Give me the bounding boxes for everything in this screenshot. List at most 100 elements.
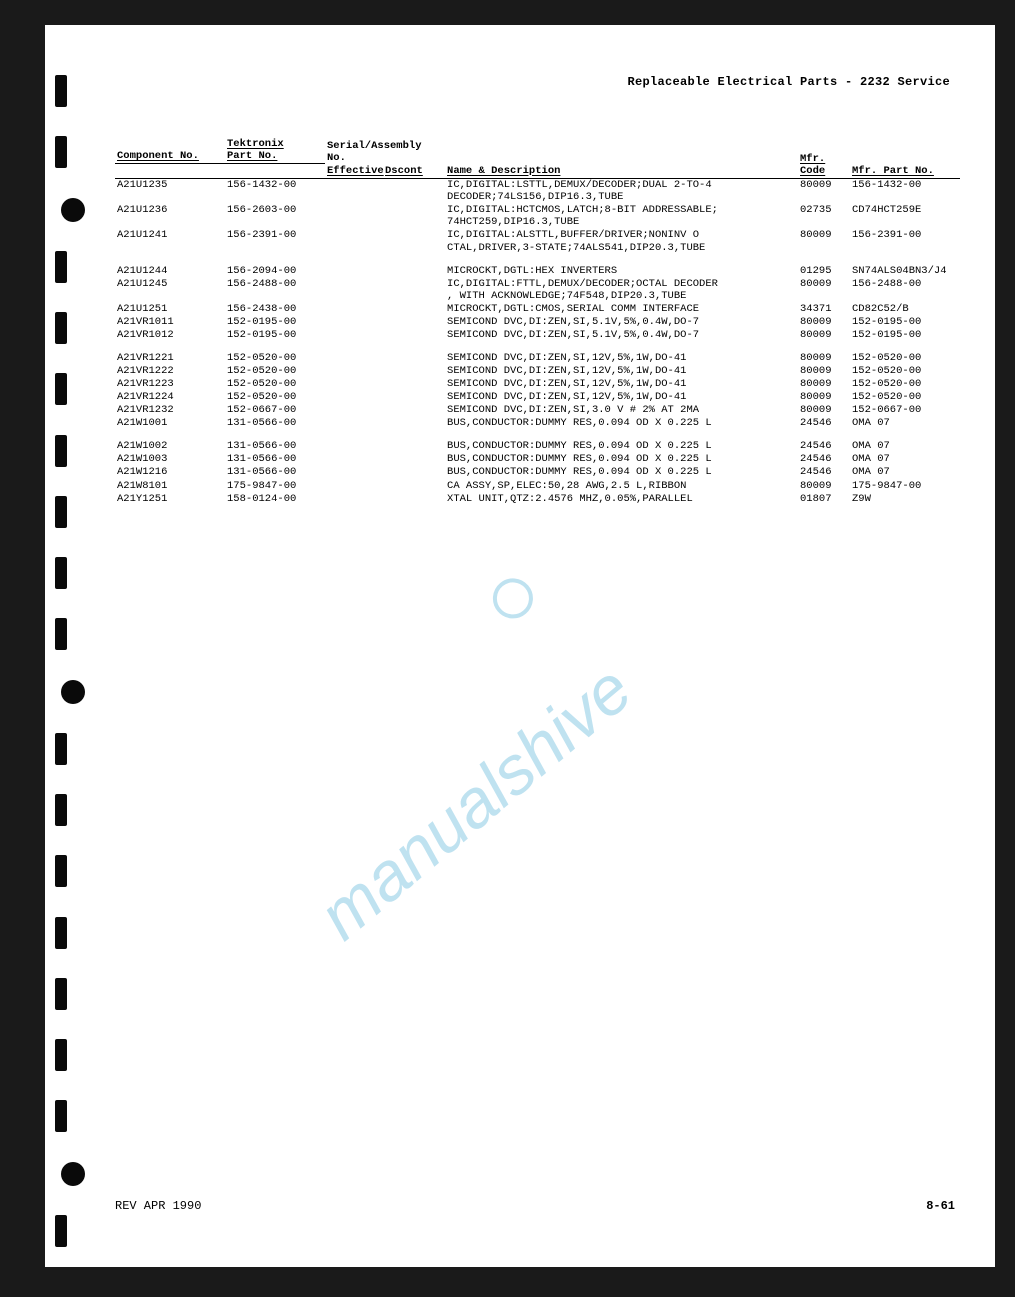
table-row: A21VR1224152-0520-00SEMICOND DVC,DI:ZEN,… xyxy=(115,391,960,404)
th-tek-part-no: Tektronix Part No. xyxy=(225,137,325,164)
cell-col-3 xyxy=(383,391,445,404)
binder-hole xyxy=(55,1100,67,1132)
cell-col-0: A21VR1011 xyxy=(115,315,225,328)
cell-col-2 xyxy=(325,204,383,229)
cell-col-0: A21U1251 xyxy=(115,302,225,315)
cell-col-6: 152-0520-00 xyxy=(850,378,960,391)
cell-col-0: A21VR1012 xyxy=(115,328,225,341)
table-row: A21U1245 156-2488-00 IC,DIGITAL:FTTL,DEMUX… xyxy=(115,277,960,302)
binder-hole xyxy=(55,1039,67,1071)
page-content: Replaceable Electrical Parts - 2232 Serv… xyxy=(115,75,960,1227)
table-row: A21VR1223152-0520-00SEMICOND DVC,DI:ZEN,… xyxy=(115,378,960,391)
cell-col-3 xyxy=(383,365,445,378)
cell-col-0: A21VR1232 xyxy=(115,404,225,417)
cell-col-5: 80009 xyxy=(798,404,850,417)
binder-hole xyxy=(55,794,67,826)
cell-col-2 xyxy=(325,378,383,391)
cell-col-0: A21U1235 xyxy=(115,178,225,204)
cell-col-2 xyxy=(325,492,383,505)
binder-hole xyxy=(55,855,67,887)
cell-col-6: 152-0520-00 xyxy=(850,351,960,364)
cell-col-4: IC,DIGITAL:FTTL,DEMUX/DECODER;OCTAL DECO… xyxy=(445,277,798,302)
cell-col-6: 152-0195-00 xyxy=(850,328,960,341)
cell-col-1: 152-0195-00 xyxy=(225,328,325,341)
binder-hole-round xyxy=(61,680,85,704)
table-row: A21W1001131-0566-00BUS,CONDUCTOR:DUMMY R… xyxy=(115,417,960,430)
cell-col-2 xyxy=(325,328,383,341)
cell-col-1: 152-0520-00 xyxy=(225,378,325,391)
cell-col-1: 131-0566-00 xyxy=(225,453,325,466)
cell-col-3 xyxy=(383,328,445,341)
cell-col-2 xyxy=(325,440,383,453)
cell-col-4: BUS,CONDUCTOR:DUMMY RES,0.094 OD X 0.225… xyxy=(445,466,798,479)
cell-col-0: A21W1003 xyxy=(115,453,225,466)
cell-col-4: IC,DIGITAL:LSTTL,DEMUX/DECODER;DUAL 2-TO… xyxy=(445,178,798,204)
cell-col-1: 175-9847-00 xyxy=(225,479,325,492)
cell-col-2 xyxy=(325,417,383,430)
binder-hole xyxy=(55,312,67,344)
cell-col-6: OMA 07 xyxy=(850,453,960,466)
page-number: 8-61 xyxy=(926,1199,955,1213)
cell-col-2 xyxy=(325,365,383,378)
parts-table: Component No. Tektronix Part No. Serial/… xyxy=(115,137,960,505)
cell-col-0: A21W1216 xyxy=(115,466,225,479)
binder-hole xyxy=(55,373,67,405)
cell-col-0: A21Y1251 xyxy=(115,492,225,505)
cell-col-6: 152-0667-00 xyxy=(850,404,960,417)
revision-label: REV APR 1990 xyxy=(115,1199,201,1213)
cell-col-0: A21VR1222 xyxy=(115,365,225,378)
binder-hole xyxy=(55,917,67,949)
cell-col-1: 152-0520-00 xyxy=(225,391,325,404)
cell-col-5: 01807 xyxy=(798,492,850,505)
cell-col-1: 152-0667-00 xyxy=(225,404,325,417)
binder-holes xyxy=(55,75,85,1247)
cell-col-3 xyxy=(383,453,445,466)
binder-hole xyxy=(55,496,67,528)
cell-col-5: 01295 xyxy=(798,264,850,277)
cell-col-5: 02735 xyxy=(798,204,850,229)
th-spacer xyxy=(115,164,225,179)
cell-col-4: SEMICOND DVC,DI:ZEN,SI,12V,5%,1W,DO-41 xyxy=(445,365,798,378)
cell-col-2 xyxy=(325,229,383,254)
th-name-desc: Name & Description xyxy=(445,137,798,178)
cell-col-5: 24546 xyxy=(798,440,850,453)
cell-col-0: A21U1236 xyxy=(115,204,225,229)
cell-col-5: 24546 xyxy=(798,466,850,479)
table-row: A21W1216131-0566-00BUS,CONDUCTOR:DUMMY R… xyxy=(115,466,960,479)
cell-col-6: OMA 07 xyxy=(850,440,960,453)
cell-col-5: 80009 xyxy=(798,479,850,492)
binder-hole xyxy=(55,1215,67,1247)
th-serial-group: Serial/Assembly No. xyxy=(325,137,445,164)
cell-col-3 xyxy=(383,466,445,479)
cell-col-0: A21W1002 xyxy=(115,440,225,453)
cell-col-0: A21U1245 xyxy=(115,277,225,302)
cell-col-6: 156-2488-00 xyxy=(850,277,960,302)
binder-hole-round xyxy=(61,1162,85,1186)
cell-col-5: 80009 xyxy=(798,365,850,378)
cell-col-1: 131-0566-00 xyxy=(225,440,325,453)
cell-col-3 xyxy=(383,492,445,505)
cell-col-6: CD82C52/B xyxy=(850,302,960,315)
table-row: A21U1251156-2438-00MICROCKT,DGTL:CMOS,SE… xyxy=(115,302,960,315)
cell-col-2 xyxy=(325,453,383,466)
page-title: Replaceable Electrical Parts - 2232 Serv… xyxy=(115,75,960,89)
cell-col-6: OMA 07 xyxy=(850,417,960,430)
cell-col-0: A21VR1221 xyxy=(115,351,225,364)
table-row: A21VR1222152-0520-00SEMICOND DVC,DI:ZEN,… xyxy=(115,365,960,378)
cell-col-1: 156-1432-00 xyxy=(225,178,325,204)
cell-col-6: 156-2391-00 xyxy=(850,229,960,254)
cell-col-1: 156-2094-00 xyxy=(225,264,325,277)
cell-col-1: 131-0566-00 xyxy=(225,417,325,430)
table-row: A21Y1251158-0124-00XTAL UNIT,QTZ:2.4576 … xyxy=(115,492,960,505)
cell-col-1: 156-2603-00 xyxy=(225,204,325,229)
cell-col-6: OMA 07 xyxy=(850,466,960,479)
table-row xyxy=(115,430,960,440)
table-row xyxy=(115,341,960,351)
cell-col-4: SEMICOND DVC,DI:ZEN,SI,3.0 V # 2% AT 2MA xyxy=(445,404,798,417)
cell-col-4: CA ASSY,SP,ELEC:50,28 AWG,2.5 L,RIBBON xyxy=(445,479,798,492)
row-gap xyxy=(115,254,960,264)
th-mfr-part-no: Mfr. Part No. xyxy=(850,137,960,178)
cell-col-4: SEMICOND DVC,DI:ZEN,SI,12V,5%,1W,DO-41 xyxy=(445,391,798,404)
cell-col-3 xyxy=(383,378,445,391)
cell-col-5: 80009 xyxy=(798,178,850,204)
